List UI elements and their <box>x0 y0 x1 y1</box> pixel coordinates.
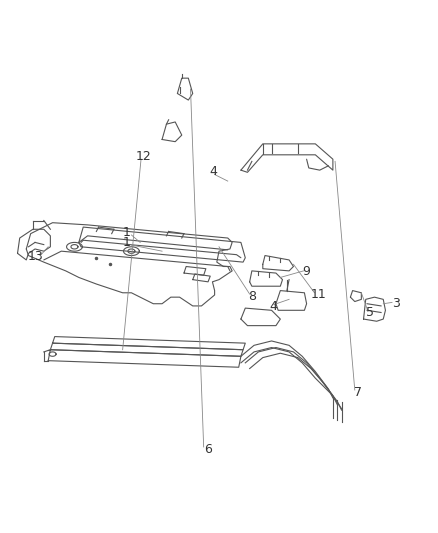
Text: 1: 1 <box>123 226 131 239</box>
Text: 5: 5 <box>366 306 374 319</box>
Text: 11: 11 <box>311 288 327 301</box>
Text: 4: 4 <box>210 165 218 177</box>
Text: 3: 3 <box>392 297 400 310</box>
Text: 4: 4 <box>270 300 278 313</box>
Text: 13: 13 <box>28 250 44 263</box>
Text: 8: 8 <box>248 290 256 303</box>
Text: 7: 7 <box>354 386 362 399</box>
Text: 12: 12 <box>136 150 152 163</box>
Text: 6: 6 <box>204 443 212 456</box>
Text: 9: 9 <box>302 265 310 278</box>
Text: 1: 1 <box>123 236 131 249</box>
